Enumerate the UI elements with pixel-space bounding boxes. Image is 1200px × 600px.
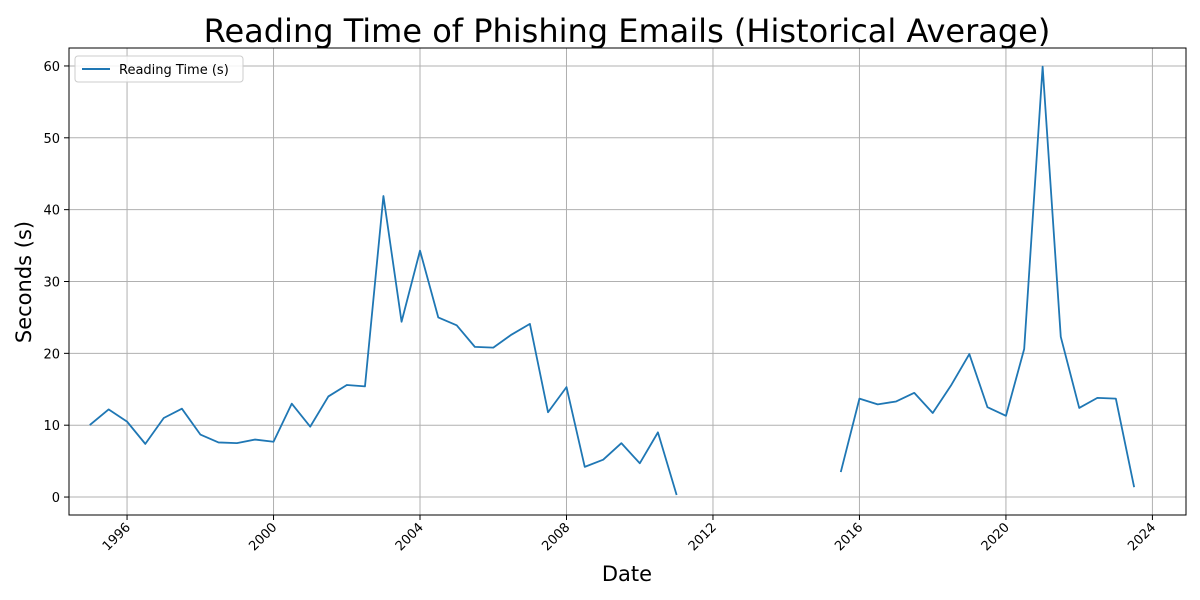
y-tick-label: 40 — [43, 204, 60, 219]
chart-title: Reading Time of Phishing Emails (Histori… — [204, 12, 1051, 50]
y-ticks: 0 10 20 30 40 50 60 — [43, 60, 69, 506]
legend-label: Reading Time (s) — [119, 63, 229, 78]
y-axis-label: Seconds (s) — [12, 221, 36, 343]
y-tick-label: 30 — [43, 276, 60, 291]
series-line-segment — [839, 65, 1136, 488]
legend: Reading Time (s) — [74, 55, 244, 83]
y-tick-label: 60 — [43, 60, 60, 75]
series-lines — [89, 65, 1136, 496]
grid-lines — [69, 48, 1186, 515]
x-axis-label: Date — [602, 562, 652, 586]
y-tick-label: 0 — [52, 491, 60, 506]
series-line-segment — [89, 195, 678, 496]
y-tick-label: 50 — [43, 132, 60, 147]
y-tick-label: 20 — [43, 347, 60, 362]
legend-box — [74, 55, 244, 83]
y-tick-label: 10 — [43, 419, 60, 434]
